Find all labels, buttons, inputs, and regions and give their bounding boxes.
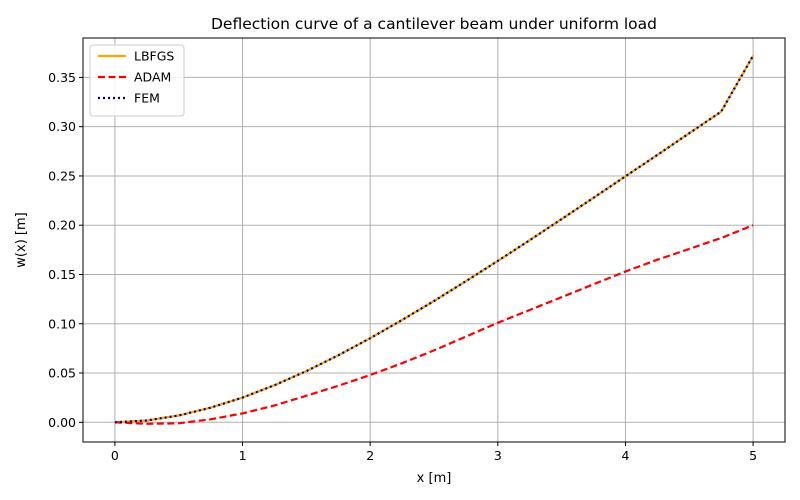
- legend-label-lbfgs: LBFGS: [134, 49, 174, 64]
- plot-frame: [82, 37, 786, 443]
- y-tick-label: 0.30: [48, 119, 76, 134]
- x-tick-label: 5: [749, 448, 757, 463]
- x-tick-label: 2: [366, 448, 374, 463]
- series-line-fem: [114, 55, 755, 424]
- y-tick-label: 0.25: [48, 168, 76, 183]
- y-tick-label: 0.35: [48, 70, 76, 85]
- y-tick-label: 0.15: [48, 267, 76, 282]
- x-tick-label: 4: [621, 448, 629, 463]
- y-axis-label: w(x) [m]: [14, 212, 29, 267]
- legend-label-adam: ADAM: [134, 70, 171, 85]
- grid: [83, 38, 785, 442]
- series-line-lbfgs: [114, 55, 755, 424]
- y-tick-label: 0.00: [48, 415, 76, 430]
- x-tick-label: 0: [111, 448, 119, 463]
- x-axis-label: x [m]: [417, 471, 452, 486]
- chart-title: Deflection curve of a cantilever beam un…: [211, 15, 657, 33]
- y-tick-label: 0.20: [48, 218, 76, 233]
- x-tick-label: 1: [239, 448, 247, 463]
- y-tick-label: 0.05: [48, 366, 76, 381]
- series-lines: [114, 55, 755, 425]
- series-line-adam: [114, 224, 754, 425]
- y-tick-label: 0.10: [48, 316, 76, 331]
- legend: LBFGS ADAM FEM: [89, 44, 185, 117]
- x-tick-label: 3: [494, 448, 502, 463]
- legend-label-fem: FEM: [134, 91, 160, 106]
- axis-ticks: 0 1 2 3 4 5 0.00 0.05 0.10 0.15 0.20 0.25 0.30 0.35: [48, 70, 757, 463]
